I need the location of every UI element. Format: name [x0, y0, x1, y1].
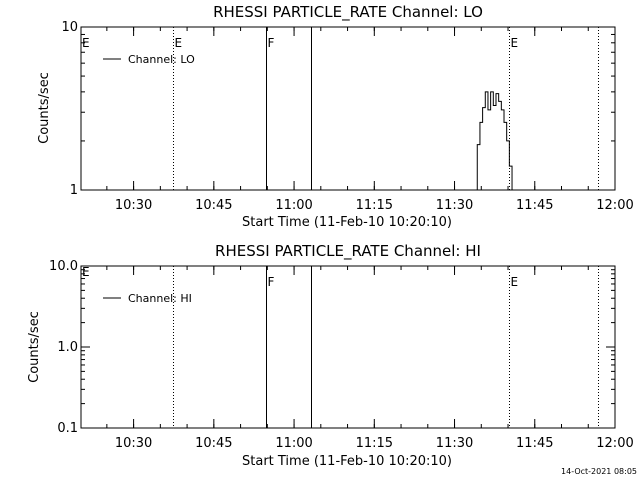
event-line-label: F: [268, 36, 275, 50]
panel-hi-corner-label: E: [82, 265, 90, 279]
panel-lo-legend-label: Channel: LO: [128, 53, 195, 66]
panel-hi-title: RHESSI PARTICLE_RATE Channel: HI: [215, 242, 481, 261]
ytick-label: 0.1: [57, 421, 78, 436]
event-line-label: F: [268, 275, 275, 289]
panel-lo-title: RHESSI PARTICLE_RATE Channel: LO: [213, 3, 483, 22]
xtick-label: 11:30: [436, 436, 473, 451]
ytick-label: 1: [70, 183, 78, 198]
event-line-label: E: [511, 36, 519, 50]
panel-lo-corner-label: E: [82, 36, 90, 50]
xtick-label: 11:15: [356, 198, 393, 213]
xtick-label: 11:45: [516, 198, 553, 213]
xtick-label: 11:00: [275, 198, 312, 213]
panel-hi-xlabel: Start Time (11-Feb-10 10:20:10): [242, 454, 452, 469]
footer-timestamp: 14-Oct-2021 08:05: [561, 467, 637, 476]
panel-hi-legend-label: Channel: HI: [128, 292, 192, 305]
xtick-label: 11:15: [356, 436, 393, 451]
series-line-lo: [474, 91, 513, 191]
panel-lo-xlabel: Start Time (11-Feb-10 10:20:10): [242, 215, 452, 230]
event-line-label: E: [175, 36, 183, 50]
xtick-label: 11:30: [436, 198, 473, 213]
panel-lo-legend: Channel: LO: [103, 53, 195, 66]
panel-hi-xticks: 10:30 10:45 11:00 11:15 11:30 11:45 12:00: [106, 266, 634, 451]
panel-hi: RHESSI PARTICLE_RATE Channel: HI Counts/…: [27, 242, 634, 469]
panel-lo: RHESSI PARTICLE_RATE Channel: LO Counts/…: [37, 3, 634, 230]
ytick-label: 1.0: [57, 340, 78, 355]
xtick-label: 12:00: [596, 198, 633, 213]
panel-hi-yticks: 0.1 1.0 10.0: [49, 259, 615, 436]
xtick-label: 11:00: [275, 436, 312, 451]
ytick-label: 10.0: [49, 259, 78, 274]
panel-hi-legend: Channel: HI: [103, 292, 192, 305]
panel-lo-plot-frame: [80, 26, 616, 191]
xtick-label: 10:30: [115, 198, 152, 213]
ytick-label: 10: [61, 20, 78, 35]
xtick-label: 10:30: [115, 436, 152, 451]
panel-lo-ylabel: Counts/sec: [37, 72, 52, 144]
panel-lo-yticks: 1 10: [61, 20, 615, 198]
event-line-label: E: [511, 275, 519, 289]
panel-lo-xticks: 10:30 10:45 11:00 11:15 11:30 11:45 12:00: [106, 27, 634, 213]
xtick-label: 10:45: [195, 436, 232, 451]
xtick-label: 10:45: [195, 198, 232, 213]
panel-lo-series: [474, 91, 513, 191]
xtick-label: 11:45: [516, 436, 553, 451]
xtick-label: 12:00: [596, 436, 633, 451]
panel-hi-plot-frame: [80, 265, 616, 429]
panel-hi-ylabel: Counts/sec: [27, 311, 42, 383]
